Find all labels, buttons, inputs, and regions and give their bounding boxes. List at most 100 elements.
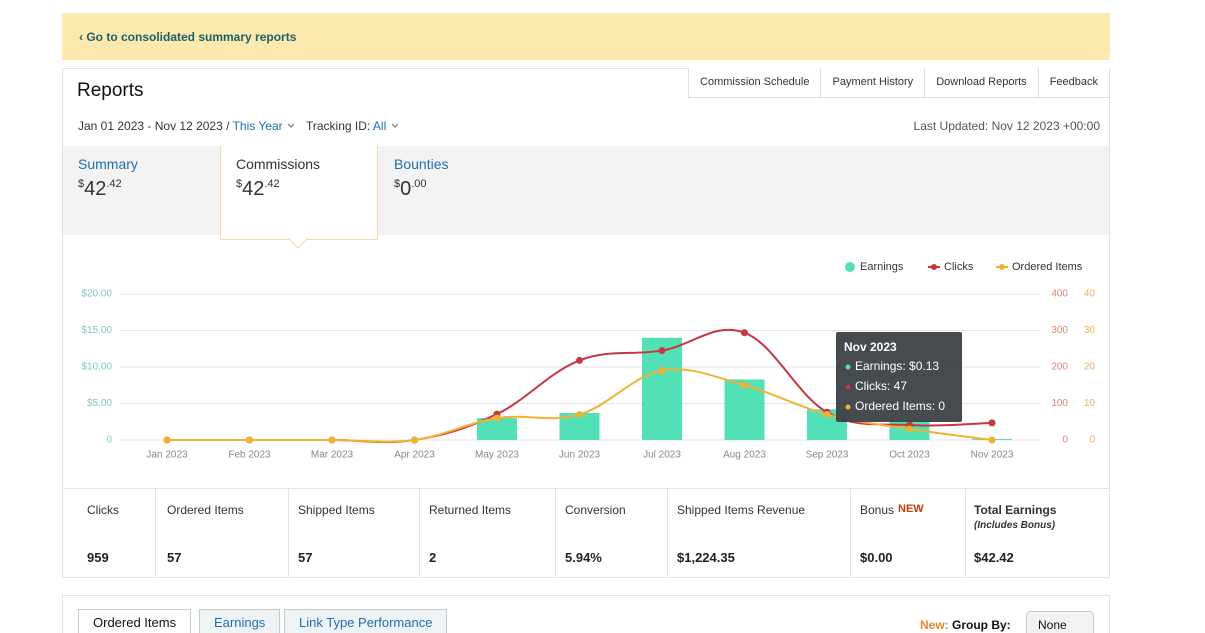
stat-separator	[667, 489, 668, 577]
x-tick-label: Mar 2023	[311, 450, 354, 461]
stat-separator	[965, 489, 966, 577]
stat-separator	[288, 489, 289, 577]
stat-label: Ordered Items	[167, 503, 244, 517]
group-by-select[interactable]: None	[1026, 611, 1094, 633]
legend-item[interactable]: Earnings	[845, 261, 904, 273]
amount-fraction: .42	[106, 178, 122, 190]
y3-tick-label: 40	[1084, 289, 1096, 300]
bottom-panel	[62, 595, 1110, 633]
y2-tick-label: 0	[1062, 435, 1068, 446]
card-label: Bounties	[394, 156, 449, 172]
stat-value: 57	[298, 550, 313, 565]
y2-tick-label: 100	[1051, 398, 1068, 409]
tracking-label: Tracking ID:	[305, 119, 371, 133]
group-by: New: Group By:	[920, 618, 1011, 632]
x-tick-label: Jan 2023	[146, 450, 188, 461]
y3-tick-label: 10	[1084, 398, 1096, 409]
tooltip-title: Nov 2023	[844, 340, 897, 354]
tooltip-dot	[845, 404, 851, 410]
chevron	[391, 123, 399, 128]
new-badge: NEW	[898, 503, 924, 515]
stat-label: Shipped Items Revenue	[677, 503, 806, 517]
line-marker	[741, 381, 748, 389]
bottom-tab[interactable]: Earnings	[199, 609, 281, 633]
amount-fraction: .00	[411, 178, 427, 190]
commissions-card[interactable]: Commissions $42.42	[236, 156, 320, 201]
amount-whole: 42	[242, 178, 265, 200]
date-line: Jan 01 2023 - Nov 12 2023 / This Year Tr…	[78, 119, 400, 133]
legend-item[interactable]: Clicks	[928, 261, 974, 273]
summary-card[interactable]: Summary $42.42	[78, 156, 138, 201]
header-tab[interactable]: Feedback	[1037, 68, 1110, 98]
line-marker	[988, 436, 996, 444]
stat-note: (Includes Bonus)	[974, 520, 1056, 531]
tooltip-box	[836, 332, 962, 422]
stat-label: Total Earnings	[974, 503, 1057, 517]
stat-label: Clicks	[87, 503, 119, 517]
bottom-tab[interactable]: Ordered Items	[78, 609, 192, 633]
stat-value: 2	[429, 550, 437, 565]
stat-label: Shipped Items	[298, 503, 375, 517]
amount-whole: 0	[400, 178, 412, 200]
y3-tick-label: 20	[1084, 362, 1096, 373]
header-tab[interactable]: Download Reports	[924, 68, 1039, 98]
date-range: Jan 01 2023 - Nov 12 2023 /	[78, 119, 230, 133]
card-amount: $0.00	[394, 178, 448, 201]
group-by-label: Group By:	[952, 618, 1011, 632]
line-marker	[658, 367, 666, 375]
bounties-card[interactable]: Bounties $0.00	[394, 156, 448, 201]
y3-tick-label: 30	[1084, 325, 1096, 336]
amount-whole: 42	[84, 178, 107, 200]
line-marker	[246, 436, 253, 444]
divider	[63, 488, 1109, 489]
card-amount: $42.42	[78, 178, 138, 201]
line-marker	[823, 410, 831, 418]
stat-value: $42.42	[974, 550, 1014, 565]
stat-separator	[850, 489, 851, 577]
tracking-select[interactable]: All	[372, 119, 387, 133]
stat-value: 5.94%	[565, 550, 602, 565]
legend-label: Earnings	[860, 261, 904, 273]
line-marker	[658, 347, 666, 355]
legend-swatch	[999, 264, 1005, 270]
header-tab[interactable]: Payment History	[820, 68, 926, 98]
last-updated: Last Updated: Nov 12 2023 +00:00	[913, 119, 1100, 133]
line-marker	[493, 414, 501, 422]
y2-tick-label: 400	[1051, 289, 1068, 300]
banner: ‹ Go to consolidated summary reports	[62, 13, 1110, 60]
x-tick-label: Feb 2023	[228, 450, 271, 461]
bottom-tab[interactable]: Link Type Performance	[284, 609, 448, 633]
line-marker	[988, 419, 996, 427]
line-marker	[328, 436, 336, 444]
bar	[477, 418, 517, 440]
y-tick-label: $20.00	[81, 289, 112, 300]
banner-link[interactable]: ‹ Go to consolidated summary reports	[79, 30, 297, 44]
y2-tick-label: 200	[1051, 362, 1068, 373]
y-tick-label: $5.00	[87, 398, 112, 409]
stat-value: 959	[87, 550, 109, 565]
x-tick-label: Oct 2023	[889, 450, 930, 461]
x-tick-label: Sep 2023	[806, 450, 849, 461]
tooltip-dot	[845, 364, 851, 370]
card-amount: $42.42	[236, 178, 320, 201]
line-marker	[576, 356, 583, 364]
y-tick-label: $10.00	[81, 362, 112, 373]
line-marker	[576, 410, 583, 418]
chart: 0 $5.00 $10.00 $15.00 $20.00 0 100 200 300 400 0 10…	[81, 261, 1096, 461]
stat-label: Bonus NEW	[860, 503, 924, 517]
legend-label: Ordered Items	[1012, 261, 1083, 273]
tooltip-line: Earnings: $0.13	[855, 359, 939, 373]
stat-separator	[419, 489, 420, 577]
legend-item[interactable]: Ordered Items	[996, 261, 1083, 273]
currency: $	[394, 178, 401, 190]
x-tick-label: May 2023	[475, 450, 519, 461]
stat-separator	[555, 489, 556, 577]
card-label: Summary	[78, 156, 138, 172]
currency: $	[236, 178, 243, 190]
tooltip-dot	[845, 384, 851, 390]
x-tick-label: Aug 2023	[723, 450, 766, 461]
period-select[interactable]: This Year	[232, 119, 283, 133]
y-tick-label: 0	[106, 435, 112, 446]
x-tick-label: Jul 2023	[643, 450, 681, 461]
